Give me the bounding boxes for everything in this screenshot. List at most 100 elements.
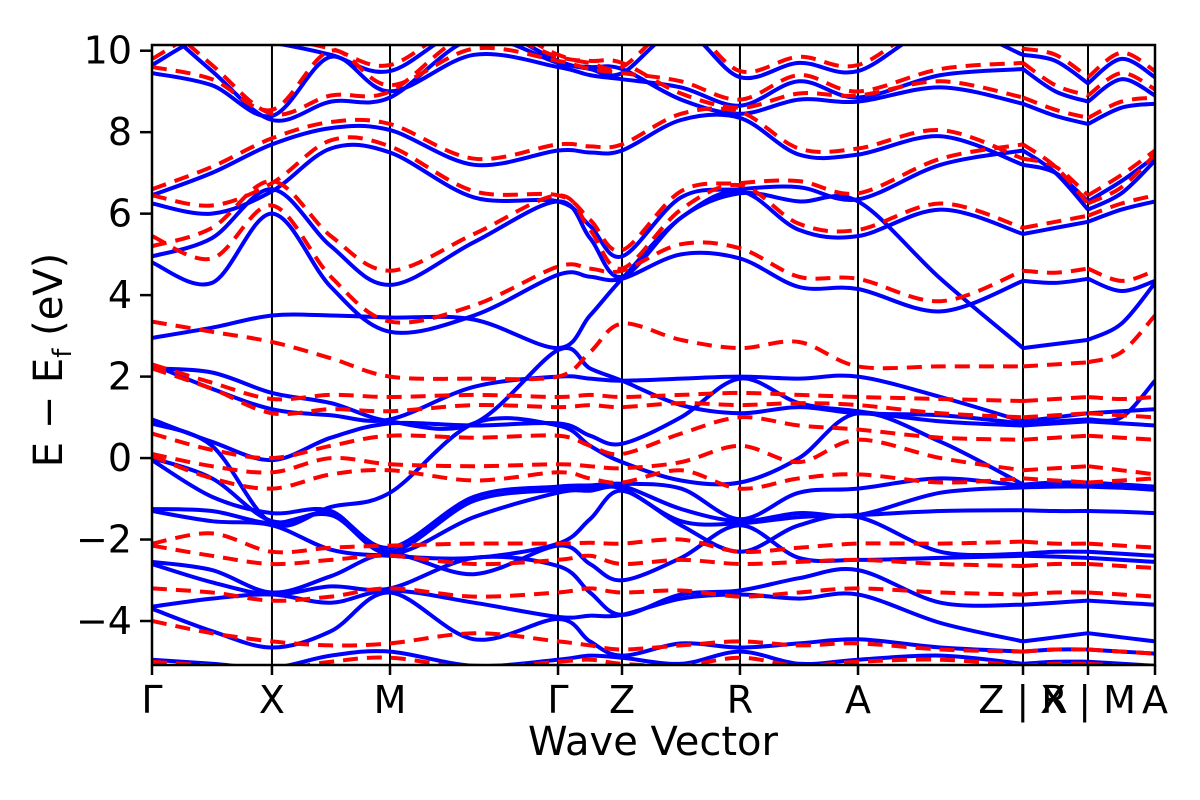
band-red-13-ma (1087, 433, 1155, 442)
x-tick-label-5: R (727, 678, 753, 722)
band-red-9-main (152, 362, 1024, 403)
band-red-6-rx (1022, 213, 1089, 230)
band-red-9-rx (1022, 395, 1089, 403)
band-red-14-ma (1087, 541, 1155, 550)
band-blue-4-main (152, 112, 1024, 198)
band-red-8-rx (1022, 360, 1089, 369)
band-red-2-rx (1021, 61, 1089, 98)
band-red-18-main (152, 655, 1024, 665)
band-red-11-rx (1022, 464, 1089, 473)
band-blue-2-ma (1086, 77, 1155, 104)
band-blue-19-main (152, 588, 1024, 644)
band-red-10-ma (1087, 411, 1155, 420)
y-tick-label-2: 2 (108, 355, 132, 399)
band-blue-17-ma (1087, 555, 1155, 564)
band-red-11-main (152, 437, 1024, 475)
band-blue-7-rx (1022, 276, 1089, 285)
band-red-3-main (186, 45, 1024, 117)
x-tick-label-2: M (374, 678, 407, 722)
x-tick-label-1: X (259, 678, 285, 722)
y-tick-label--4: −4 (76, 599, 132, 643)
band-blue-8-rx (1022, 337, 1089, 351)
band-red-8-ma (1087, 314, 1155, 365)
band-red-8-main (152, 319, 1023, 382)
band-blue-21-rx (1022, 659, 1089, 665)
y-tick-label-4: 4 (108, 273, 132, 317)
band-blue-16-main (152, 488, 1024, 561)
band-red-6-ma (1087, 193, 1155, 218)
band-red-15-main (152, 543, 1024, 568)
band-red-10-rx (1022, 411, 1089, 420)
band-blue-6-main (152, 187, 1024, 287)
band-red-17-ma (1087, 647, 1155, 656)
band-blue-16-rx (1022, 549, 1089, 556)
band-red-1-main (152, 45, 1024, 75)
x-tick-label-8: X | M (1040, 678, 1136, 723)
y-tick-label-10: 10 (84, 29, 132, 73)
y-axis-label-main: E − E (26, 357, 72, 468)
x-tick-label-7: Z | R (978, 678, 1067, 723)
band-blue-18-main (152, 554, 1024, 617)
band-blue-14-main (152, 458, 1024, 554)
band-red-4-rx (1022, 156, 1090, 197)
band-red-3-ma (1087, 95, 1155, 120)
y-axis-label-unit: (eV) (26, 252, 72, 349)
band-red-10-main (152, 366, 1024, 420)
band-blue-1-rx (1022, 52, 1090, 85)
band-red-5-rx (1021, 142, 1090, 205)
band-red-1-rx (1022, 46, 1090, 79)
band-blue-14-rx (1022, 484, 1089, 490)
band-blue-8-main (152, 190, 1025, 351)
band-blue-16-ma (1087, 549, 1155, 558)
band-red-7-rx (1022, 266, 1089, 275)
band-blue-11-rx (1022, 419, 1089, 428)
x-tick-label-6: A (845, 678, 871, 722)
band-red-4-main (152, 106, 1024, 192)
y-tick-label-6: 6 (108, 192, 132, 236)
band-blue-15-rx (1022, 508, 1089, 514)
band-red-2-main (152, 45, 1024, 113)
band-blue-8-ma (1087, 281, 1155, 342)
band-blue-6-ma (1087, 199, 1155, 224)
band-blue-18-rx (1022, 598, 1089, 607)
band-red-3-rx (1022, 95, 1089, 120)
band-red-9-ma (1087, 395, 1155, 401)
band-red-13-rx (1022, 433, 1089, 442)
band-red-14-main (152, 531, 1024, 555)
band-blue-11-main (152, 376, 1024, 463)
band-blue-5-ma (1087, 159, 1155, 212)
band-blue-7-ma (1087, 276, 1155, 293)
band-blue-3-rx (1022, 101, 1089, 126)
band-blue-18-ma (1087, 598, 1155, 607)
x-tick-label-0: Γ (141, 678, 162, 722)
band-red-16-main (152, 586, 1024, 603)
band-red-12-rx (1022, 476, 1089, 485)
band-red-5-ma (1087, 153, 1155, 206)
band-red-17-main (152, 619, 1024, 654)
band-blue-6-rx (1022, 219, 1089, 236)
band-red-1-ma (1086, 50, 1155, 79)
y-tick-label-0: 0 (108, 436, 132, 480)
x-tick-label-3: Γ (547, 678, 568, 722)
band-red-13-main (152, 415, 1024, 461)
band-red-12-ma (1087, 476, 1155, 485)
band-red-15-rx (1022, 561, 1089, 568)
band-blue-17-rx (1022, 553, 1089, 560)
band-blue-1-ma (1086, 56, 1155, 85)
y-axis-label-subscript: f (48, 348, 78, 358)
band-red-15-ma (1087, 562, 1155, 570)
band-red-17-rx (1022, 647, 1089, 654)
band-red-14-rx (1022, 539, 1089, 546)
band-blue-5-main (152, 142, 1024, 259)
band-red-5-main (152, 135, 1024, 253)
band-red-7-ma (1087, 266, 1155, 283)
band-red-12-main (152, 454, 1024, 491)
band-red-2-ma (1086, 71, 1155, 98)
y-tick-label--2: −2 (76, 518, 132, 562)
band-blue-19-ma (1087, 631, 1155, 644)
band-blue-2-rx (1021, 67, 1089, 104)
band-blue-19-rx (1022, 631, 1089, 644)
band-blue-3-ma (1087, 101, 1155, 126)
band-red-16-rx (1022, 590, 1089, 597)
